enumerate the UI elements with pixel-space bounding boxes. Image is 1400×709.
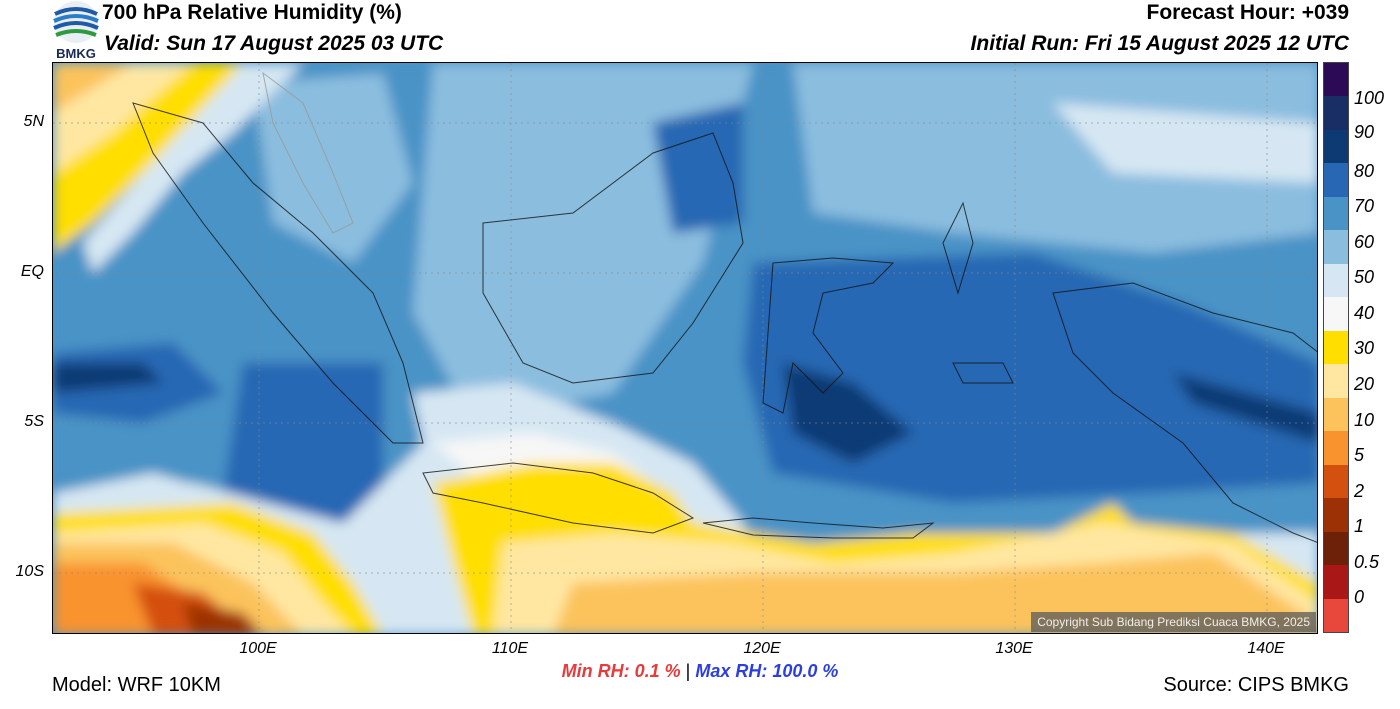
lat-label-5s: 5S <box>24 413 44 430</box>
colorbar-label: 50 <box>1354 267 1375 287</box>
colorbar-segment <box>1324 96 1348 131</box>
colorbar-label: 40 <box>1354 303 1375 323</box>
colorbar-segment <box>1324 63 1348 97</box>
colorbar-segment <box>1324 498 1348 533</box>
colorbar-label: 60 <box>1354 232 1375 252</box>
colorbar <box>1323 62 1349 633</box>
min-rh: Min RH: 0.1 % <box>561 661 681 681</box>
bmkg-logo-icon: BMKG <box>53 1 99 60</box>
valid-time: Valid: Sun 17 August 2025 03 UTC <box>104 32 444 55</box>
lat-label-eq: EQ <box>20 263 44 280</box>
colorbar-label: 20 <box>1354 374 1375 394</box>
colorbar-label: 70 <box>1354 196 1375 216</box>
lon-label-120e: 120E <box>743 640 781 657</box>
colorbar-segment <box>1324 196 1348 231</box>
max-rh: Max RH: 100.0 % <box>695 661 839 681</box>
colorbar-segment <box>1324 431 1348 466</box>
colorbar-label: 2 <box>1354 481 1365 501</box>
colorbar-label: 90 <box>1354 122 1375 142</box>
copyright-text: Copyright Sub Bidang Prediksi Cuaca BMKG… <box>1031 612 1316 632</box>
lat-label-5n: 5N <box>23 113 44 130</box>
colorbar-label: 1 <box>1354 516 1365 536</box>
source-name: Source: CIPS BMKG <box>1163 674 1349 696</box>
colorbar-label: 0 <box>1354 587 1365 607</box>
colorbar-segment <box>1324 397 1348 432</box>
colorbar-segment <box>1324 330 1348 365</box>
model-name: Model: WRF 10KM <box>52 674 221 696</box>
lat-label-10s: 10S <box>15 563 44 580</box>
lon-label-110e: 110E <box>491 640 529 657</box>
colorbar-segment <box>1324 163 1348 198</box>
colorbar-segment <box>1324 598 1348 633</box>
initial-run: Initial Run: Fri 15 August 2025 12 UTC <box>970 32 1349 55</box>
colorbar-segment <box>1324 129 1348 164</box>
colorbar-label: 80 <box>1354 161 1375 181</box>
colorbar-segment <box>1324 364 1348 399</box>
colorbar-segment <box>1324 464 1348 499</box>
logo-text: BMKG <box>56 46 96 60</box>
separator: | <box>685 661 691 681</box>
colorbar-label: 10 <box>1354 410 1375 430</box>
colorbar-label: 0.5 <box>1354 552 1380 572</box>
colorbar-label: 100 <box>1354 88 1385 108</box>
lon-label-140e: 140E <box>1247 640 1285 657</box>
colorbar-segment <box>1324 263 1348 298</box>
chart-title: 700 hPa Relative Humidity (%) <box>102 1 402 24</box>
colorbar-segment <box>1324 230 1348 265</box>
colorbar-segment <box>1324 565 1348 600</box>
humidity-map: Copyright Sub Bidang Prediksi Cuaca BMKG… <box>52 62 1318 634</box>
lon-label-130e: 130E <box>995 640 1033 657</box>
lon-label-100e: 100E <box>239 640 277 657</box>
min-max-readout: Min RH: 0.1 % | Max RH: 100.0 % <box>0 661 1400 682</box>
colorbar-label: 5 <box>1354 445 1365 465</box>
colorbar-segment <box>1324 531 1348 566</box>
colorbar-segment <box>1324 297 1348 332</box>
forecast-hour: Forecast Hour: +039 <box>1146 1 1350 24</box>
colorbar-label: 30 <box>1354 338 1375 358</box>
